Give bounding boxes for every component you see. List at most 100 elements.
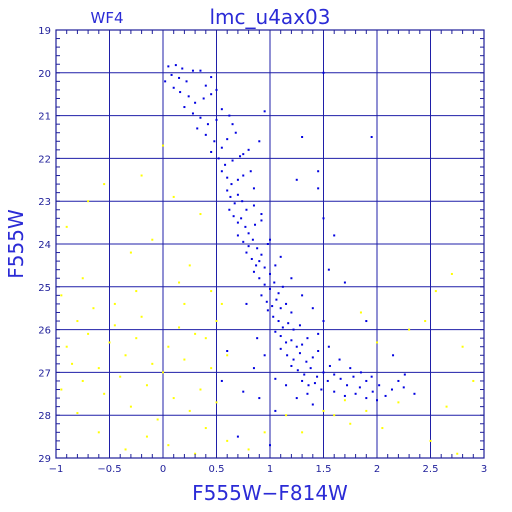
main-sequence-point xyxy=(249,170,252,173)
main-sequence-point xyxy=(187,95,190,98)
main-sequence-point xyxy=(263,266,266,269)
main-sequence-point xyxy=(339,377,342,380)
main-sequence-point xyxy=(279,335,282,338)
main-sequence-point xyxy=(275,298,278,301)
main-sequence-point xyxy=(167,65,170,68)
field-star-point xyxy=(301,431,304,434)
field-star-point xyxy=(87,200,90,203)
main-sequence-point xyxy=(215,118,218,121)
field-star-point xyxy=(162,371,164,374)
main-sequence-point xyxy=(251,238,254,241)
y-tick-label: 23 xyxy=(38,197,51,208)
field-star-point xyxy=(145,435,148,438)
field-star-point xyxy=(172,397,175,400)
main-sequence-point xyxy=(320,388,323,391)
main-sequence-point xyxy=(258,397,261,400)
main-sequence-point xyxy=(271,305,274,308)
main-sequence-point xyxy=(204,84,207,87)
field-star-point xyxy=(76,412,79,415)
main-sequence-point xyxy=(256,247,259,250)
main-sequence-point xyxy=(228,114,231,117)
main-sequence-point xyxy=(179,91,182,94)
main-sequence-point xyxy=(202,97,205,100)
x-tick-label: −1 xyxy=(49,464,64,475)
main-sequence-point xyxy=(226,350,229,352)
main-sequence-point xyxy=(164,80,167,83)
field-star-point xyxy=(220,302,223,305)
main-sequence-point xyxy=(392,354,395,357)
field-star-point xyxy=(167,444,170,447)
axis-ticks: −1 −0.5 0 0.5 1 1.5 2 2.5 3 19 20 21 22 23 24 25 26 27 28 2… xyxy=(38,26,487,475)
main-sequence-point xyxy=(292,328,295,331)
main-sequence-point xyxy=(236,221,239,224)
main-sequence-point xyxy=(240,217,243,220)
main-sequence-point xyxy=(390,388,393,391)
field-star-point xyxy=(172,195,175,198)
main-sequence-point xyxy=(301,379,304,382)
field-star-point xyxy=(376,341,378,344)
main-sequence-point xyxy=(333,234,336,237)
main-sequence-point xyxy=(273,281,276,284)
y-tick-label: 21 xyxy=(38,112,51,123)
main-sequence-point xyxy=(258,140,261,143)
main-sequence-point xyxy=(260,219,263,222)
main-sequence-point xyxy=(247,232,250,235)
field-star-point xyxy=(445,405,448,408)
main-sequence-point xyxy=(295,345,298,348)
field-star-point xyxy=(381,427,384,430)
main-sequence-point xyxy=(181,67,184,70)
main-sequence-point xyxy=(333,373,336,376)
main-sequence-point xyxy=(250,257,253,260)
main-sequence-point xyxy=(196,127,199,130)
field-star-point xyxy=(456,452,459,455)
main-sequence-point xyxy=(370,136,373,138)
main-sequence-point xyxy=(236,178,239,181)
field-star-point xyxy=(167,345,170,348)
main-sequence-point xyxy=(236,193,239,196)
main-sequence-point xyxy=(311,356,314,359)
main-sequence-point xyxy=(359,371,362,374)
main-sequence-point xyxy=(322,217,325,220)
field-star-point xyxy=(81,379,84,382)
main-sequence-point xyxy=(322,371,325,374)
main-sequence-point xyxy=(317,187,320,190)
main-sequence-point xyxy=(328,364,331,367)
y-tick-label: 20 xyxy=(38,69,51,80)
field-star-point xyxy=(151,362,154,365)
field-star-point xyxy=(124,448,127,451)
main-sequence-point xyxy=(236,435,239,438)
main-sequence-point xyxy=(194,101,197,104)
main-sequence-point xyxy=(365,379,368,382)
main-sequence-point xyxy=(213,140,216,143)
main-sequence-point xyxy=(281,285,284,288)
main-sequence-point xyxy=(265,300,268,303)
main-sequence-point xyxy=(397,379,400,382)
field-star-point xyxy=(349,422,352,425)
main-sequence-point xyxy=(210,76,213,79)
field-star-point xyxy=(285,414,288,417)
main-sequence-point xyxy=(199,116,202,119)
main-sequence-point xyxy=(317,350,320,352)
main-sequence-point xyxy=(295,178,298,181)
field-star-point xyxy=(103,392,106,395)
main-sequence-point xyxy=(242,240,245,243)
chart-title: lmc_u4ax03 xyxy=(210,5,331,29)
main-sequence-point xyxy=(346,384,349,387)
y-tick-label: 29 xyxy=(38,454,51,465)
field-star-point xyxy=(188,409,191,412)
main-sequence-point xyxy=(298,324,301,327)
field-star-point xyxy=(226,439,229,442)
main-sequence-point xyxy=(274,264,277,267)
main-sequence-point xyxy=(258,277,261,280)
main-sequence-point xyxy=(254,223,257,226)
main-sequence-point xyxy=(266,309,269,312)
field-star-point xyxy=(119,375,122,378)
field-star-point xyxy=(178,326,181,329)
field-star-point xyxy=(71,362,74,365)
main-sequence-point xyxy=(343,281,346,284)
field-star-point xyxy=(60,388,63,391)
field-star-point xyxy=(247,448,250,451)
main-sequence-point xyxy=(245,302,248,305)
main-sequence-point xyxy=(185,80,188,83)
main-sequence-point xyxy=(322,71,325,74)
